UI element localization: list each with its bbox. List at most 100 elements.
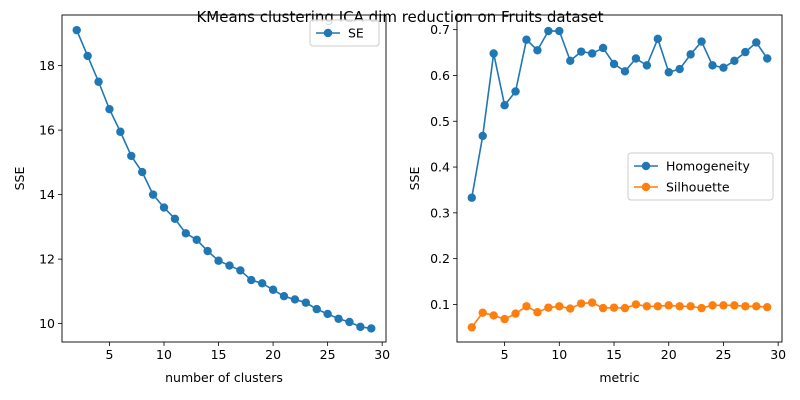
data-point [511, 87, 520, 96]
x-tick-label: 25 [716, 347, 732, 362]
legend-box [627, 152, 774, 201]
data-point [675, 302, 684, 311]
data-point [367, 324, 376, 333]
data-point [511, 309, 520, 318]
data-point [664, 68, 673, 77]
data-point [719, 301, 728, 310]
data-point [686, 302, 695, 311]
data-point [83, 51, 92, 61]
data-point [752, 302, 761, 311]
data-point [577, 47, 586, 56]
y-tick-label: 16 [39, 123, 55, 138]
plot-frame [61, 14, 387, 343]
data-point [268, 285, 278, 294]
data-point [489, 49, 498, 58]
data-point [587, 298, 597, 307]
data-point [642, 302, 652, 311]
legend: SE [309, 19, 380, 47]
data-point [708, 301, 717, 310]
data-point [467, 323, 476, 332]
left-chart: 5 10 15 20 25 30 10 12 14 16 18 number of clusters S… [12, 14, 390, 385]
data-point [94, 77, 103, 86]
data-point [323, 309, 332, 319]
y-tick-label: 0.1 [430, 297, 450, 312]
data-point [719, 63, 728, 72]
x-tick-label: 10 [551, 347, 567, 362]
data-point [763, 54, 772, 63]
data-point [478, 131, 487, 141]
series-line-se [75, 29, 372, 330]
y-tick-label: 0.6 [430, 68, 450, 83]
data-point [631, 54, 641, 63]
legend-box [309, 19, 380, 47]
data-point [609, 59, 619, 69]
data-point [566, 56, 575, 65]
data-point [741, 302, 750, 311]
data-point [500, 101, 509, 110]
y-tick-label: 0.5 [430, 114, 450, 129]
data-point [697, 37, 706, 46]
legend-swatch-marker [641, 182, 651, 192]
data-point [555, 26, 564, 36]
plot-frame [456, 14, 783, 343]
legend-entry: Silhouette [666, 180, 730, 195]
data-point [697, 303, 706, 313]
x-tick-label: 15 [606, 347, 622, 362]
data-point [500, 314, 509, 324]
legend-entry: Homogeneity [666, 159, 750, 174]
data-point [708, 61, 717, 70]
right-chart: 5 10 15 20 25 30 0.1 0.2 0.3 0.4 0.5 0.6 0.7 metric SS… [407, 14, 786, 385]
data-point [653, 302, 662, 311]
data-point [279, 292, 289, 301]
data-point [598, 43, 608, 53]
y-tick-label: 12 [39, 252, 55, 267]
data-point [587, 49, 597, 58]
data-point [214, 256, 223, 265]
legend-entry: SE [348, 26, 364, 41]
y-tick-label: 14 [39, 187, 55, 202]
data-point [345, 317, 354, 327]
x-tick-label: 20 [661, 347, 677, 362]
y-tick-label: 0.3 [430, 205, 450, 220]
data-point [609, 303, 619, 312]
data-point [675, 64, 684, 74]
legend-swatch-marker [323, 28, 333, 38]
x-tick-label: 5 [501, 347, 509, 362]
data-point [544, 303, 553, 312]
data-point [301, 298, 311, 307]
y-tick-label: 18 [39, 58, 55, 73]
y-tick-label: 0.7 [430, 22, 450, 37]
data-point [566, 304, 575, 313]
y-tick-label: 0.4 [430, 160, 450, 175]
figure-title: KMeans clustering ICA dim reduction on F… [196, 8, 603, 26]
x-tick-label: 15 [211, 347, 227, 362]
data-point [290, 295, 300, 304]
data-point [555, 302, 564, 311]
data-point [620, 303, 630, 313]
data-point [730, 301, 739, 310]
data-point [522, 35, 531, 44]
data-point [105, 104, 114, 114]
data-point [334, 314, 343, 323]
x-tick-label: 30 [374, 347, 390, 362]
data-point [312, 304, 321, 314]
data-point [127, 151, 136, 161]
y-axis-label: SSE [407, 167, 422, 191]
x-tick-label: 10 [156, 347, 172, 362]
data-point [620, 67, 630, 76]
x-axis-label: metric [599, 370, 639, 385]
x-tick-label: 30 [770, 347, 786, 362]
x-tick-label: 20 [265, 347, 281, 362]
data-point [192, 235, 201, 244]
data-point [257, 279, 267, 288]
data-point [137, 167, 147, 177]
data-point [686, 50, 695, 59]
x-tick-label: 25 [320, 347, 336, 362]
data-point [544, 26, 553, 36]
data-point [478, 308, 487, 317]
data-point [72, 25, 81, 35]
data-point [653, 34, 662, 44]
data-point [247, 275, 256, 285]
series-line-homogeneity [470, 30, 768, 198]
